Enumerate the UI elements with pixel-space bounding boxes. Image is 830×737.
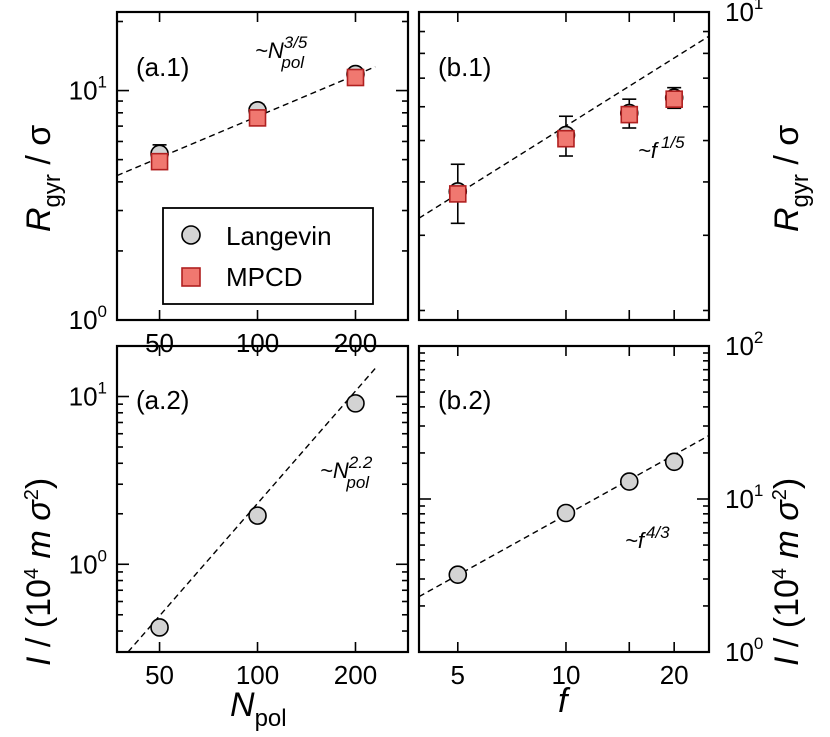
point-langevin-b2-3 [664, 452, 684, 472]
point-mpcd-b1-3 [665, 90, 683, 108]
fit-line-a1 [116, 66, 376, 177]
y-tick-label-left-a2-0: 100 [69, 546, 107, 579]
fit-lines [116, 35, 710, 653]
x-tick-label-b2-1: 10 [552, 660, 581, 690]
point-mpcd-a1-2 [346, 68, 365, 87]
point-mpcd-b1-2 [620, 105, 639, 124]
point-mpcd-a1-1 [248, 109, 267, 127]
panel-a1-frame [115, 10, 410, 322]
x-tick-label-a2-2: 200 [334, 660, 377, 690]
data-markers [150, 64, 684, 637]
x-tick-label-a1-1: 100 [236, 328, 279, 358]
fit-line-a2 [127, 367, 376, 653]
point-langevin-b2-2 [619, 472, 639, 491]
point-mpcd-a1-0 [150, 152, 169, 171]
point-langevin-a2-2 [346, 394, 365, 413]
ylabel-bottom-left: I / (104 m σ2) [20, 478, 58, 666]
y-tick-label-right-b2-1: 101 [725, 481, 763, 514]
tick-marks [117, 11, 709, 653]
y-tick-label-right-b2-0: 100 [725, 634, 763, 667]
panel-label-a1: (a.1) [136, 52, 189, 82]
x-tick-label-b2-0: 5 [451, 660, 465, 690]
point-langevin-a2-0 [150, 618, 169, 637]
legend-marker-langevin [181, 225, 201, 245]
xlabel-left: Npol [230, 686, 287, 732]
legend: Langevin MPCD [162, 207, 374, 305]
point-langevin-a2-1 [248, 506, 267, 525]
annotation-b1: ~f 1/5 [638, 133, 685, 163]
panel-label-b1: (b.1) [438, 52, 491, 82]
tick-labels: 50 100 200 100 101 101 50 100 200 100 101 5 10 20 100 1… [69, 0, 764, 690]
x-tick-label-a1-0: 50 [145, 328, 174, 358]
y-tick-label-left-a2-1: 101 [69, 379, 107, 412]
annotation-b2: ~f 4/3 [625, 523, 670, 553]
legend-marker-mpcd [181, 267, 201, 287]
x-tick-label-a1-2: 200 [334, 328, 377, 358]
panel-label-b2: (b.2) [438, 385, 491, 415]
y-tick-label-left-a1-0: 100 [69, 302, 107, 335]
x-tick-label-a2-0: 50 [145, 660, 174, 690]
panel-label-a2: (a.2) [136, 385, 189, 415]
y-tick-label-right-b2-2: 102 [725, 328, 763, 361]
panel-b1-frame [417, 10, 711, 322]
annotation-a2: ~N2.2 pol [320, 453, 373, 492]
y-tick-label-left-a1-1: 101 [69, 73, 107, 106]
ylabel-top-right: Rgyr / σ [768, 125, 814, 232]
point-mpcd-b1-0 [448, 185, 467, 203]
panel-a2-frame [115, 344, 410, 654]
ylabel-bottom-right: I / (104 m σ2) [768, 478, 806, 666]
legend-label-mpcd: MPCD [226, 262, 303, 292]
annotation-a1: ~N3/5 pol [255, 33, 308, 72]
error-bars [152, 69, 682, 225]
ylabel-top-left: Rgyr / σ [20, 125, 66, 232]
point-mpcd-b1-1 [557, 129, 575, 148]
point-langevin-b2-0 [448, 565, 468, 585]
x-tick-label-b2-2: 20 [660, 660, 689, 690]
point-langevin-b2-1 [556, 503, 576, 523]
y-tick-label-right-b1-0: 101 [725, 0, 763, 27]
legend-label-langevin: Langevin [226, 221, 332, 251]
x-tick-label-a2-1: 100 [236, 660, 279, 690]
